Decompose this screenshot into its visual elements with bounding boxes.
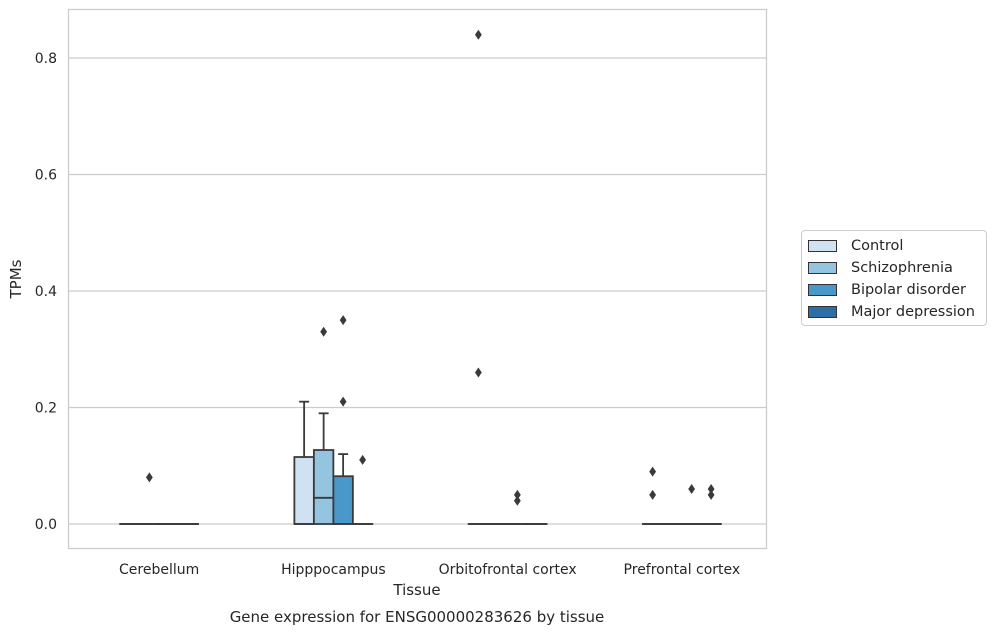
y-tick-label: 0.4 (35, 284, 57, 300)
x-tick-label: Prefrontal cortex (624, 562, 741, 578)
outlier-point (688, 484, 696, 495)
legend-item-schizophrenia: Schizophrenia (808, 259, 953, 277)
legend: Control Schizophrenia Bipolar disorder M… (801, 230, 987, 326)
outlier-point (707, 484, 715, 495)
legend-label: Major depression (851, 304, 975, 320)
y-tick-label: 0.2 (35, 401, 57, 417)
outlier-point (320, 326, 328, 337)
x-axis-label: Tissue (392, 581, 440, 599)
y-tick-label: 0.0 (35, 517, 57, 533)
y-tick-label: 0.6 (35, 168, 57, 184)
y-axis-label: TPMs (7, 259, 25, 299)
outlier-point (145, 472, 153, 483)
legend-swatch (808, 262, 837, 274)
outlier-point (474, 367, 482, 378)
box-series (119, 29, 722, 525)
legend-swatch (808, 284, 837, 296)
outlier-point (649, 466, 657, 477)
legend-swatch (808, 306, 837, 318)
outlier-point (649, 489, 657, 500)
box (293, 456, 315, 525)
outlier-point (474, 29, 482, 40)
outlier-point (339, 315, 347, 326)
x-tick-labels: Cerebellum Hipppocampus Orbitofrontal cort… (119, 562, 740, 578)
x-tick-label: Orbitofrontal cortex (439, 562, 577, 578)
x-tick-label: Hipppocampus (281, 562, 386, 578)
outlier-point (513, 495, 521, 506)
plot-frame (67, 8, 768, 550)
legend-item-control: Control (808, 237, 903, 255)
legend-item-major-depression: Major depression (808, 303, 975, 321)
box (312, 449, 335, 525)
legend-item-bipolar-disorder: Bipolar disorder (808, 281, 966, 299)
outlier-point (339, 396, 347, 407)
outlier-point (707, 489, 715, 500)
y-tick-labels: 0.0 0.2 0.4 0.6 0.8 (35, 51, 57, 533)
outlier-point (513, 489, 521, 500)
outlier-point (359, 454, 367, 465)
x-tick-label: Cerebellum (119, 562, 199, 578)
box (332, 475, 354, 525)
chart-caption: Gene expression for ENSG00000283626 by t… (230, 608, 605, 626)
legend-label: Control (851, 238, 904, 254)
gridlines (69, 57, 766, 525)
legend-label: Schizophrenia (851, 260, 953, 276)
legend-swatch (808, 240, 837, 252)
y-tick-label: 0.8 (35, 51, 57, 67)
legend-label: Bipolar disorder (851, 282, 966, 298)
